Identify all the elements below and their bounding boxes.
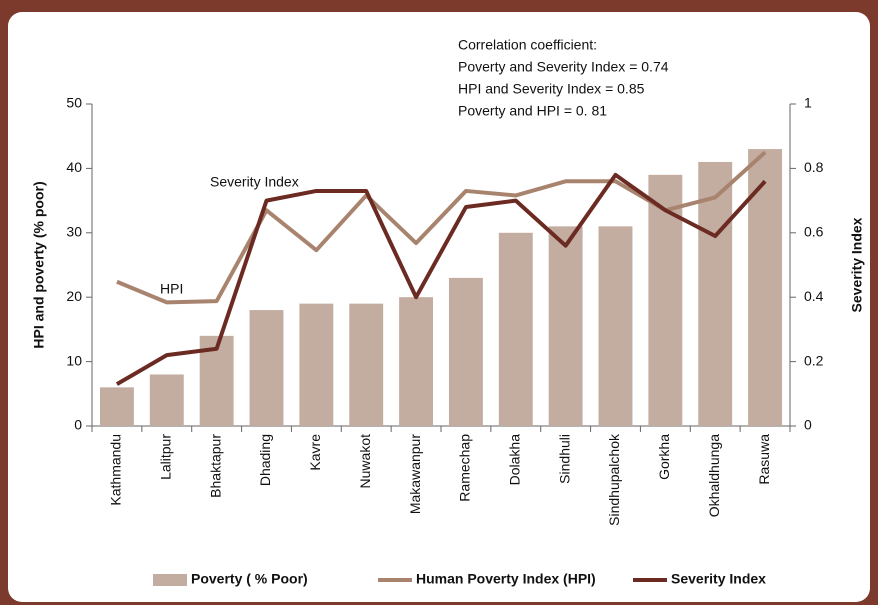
bar xyxy=(748,149,783,426)
bar xyxy=(448,277,483,426)
line xyxy=(115,172,767,386)
bar xyxy=(598,226,633,426)
bar xyxy=(548,226,583,426)
x-tick-label: Ramechap xyxy=(457,434,473,502)
y-axis-label: HPI and poverty (% poor) xyxy=(31,181,47,348)
x-tick-label: Sindhupalchok xyxy=(606,433,622,526)
y-tick-label: 40 xyxy=(66,159,82,175)
x-tick-label: Dhading xyxy=(257,434,273,486)
bar xyxy=(698,161,733,426)
y2-tick-label: 0 xyxy=(804,417,812,433)
bar xyxy=(648,174,683,426)
x-tick-label: Okhaldhunga xyxy=(706,434,722,518)
y-tick-label: 30 xyxy=(66,224,82,240)
x-tick-label: Kathmandu xyxy=(108,434,124,506)
x-tick-label: Gorkha xyxy=(656,434,672,480)
y2-tick-label: 0.2 xyxy=(804,352,824,368)
x-tick-label: Nuwakot xyxy=(357,434,373,489)
x-tick-label: Lalitpur xyxy=(157,434,173,480)
x-tick-label: Rasuwa xyxy=(756,434,772,485)
y2-axis-label: Severity Index xyxy=(849,217,865,312)
y-tick-label: 0 xyxy=(74,417,82,433)
y2-tick-label: 1 xyxy=(804,95,812,111)
bar xyxy=(149,374,184,426)
bar xyxy=(299,303,334,426)
note: Correlation coefficient: xyxy=(458,37,597,53)
x-tick-label: Kavre xyxy=(307,434,323,471)
bar xyxy=(349,303,384,426)
y-tick-label: 50 xyxy=(66,95,82,111)
y2-tick-label: 0.4 xyxy=(804,288,824,304)
y-tick-label: 10 xyxy=(66,352,82,368)
bar xyxy=(249,310,284,426)
legend-label: Poverty ( % Poor) xyxy=(191,571,308,587)
note: Poverty and HPI = 0. 81 xyxy=(458,103,607,119)
y2-tick-label: 0.8 xyxy=(804,159,824,175)
y-tick-label: 20 xyxy=(66,288,82,304)
legend-label: Severity Index xyxy=(671,571,766,587)
x-tick-label: Makawanpur xyxy=(407,434,423,514)
annotation: Severity Index xyxy=(210,174,299,190)
legend-label: Human Poverty Index (HPI) xyxy=(416,571,596,587)
bar xyxy=(99,387,134,426)
bar xyxy=(399,297,434,426)
y2-tick-label: 0.6 xyxy=(804,224,824,240)
x-tick-label: Dolakha xyxy=(506,434,522,486)
legend-swatch xyxy=(153,574,187,586)
note: Poverty and Severity Index = 0.74 xyxy=(458,59,669,75)
note: HPI and Severity Index = 0.85 xyxy=(458,81,645,97)
x-tick-label: Sindhuli xyxy=(556,434,572,484)
x-tick-label: Bhaktapur xyxy=(207,434,223,498)
panel xyxy=(8,12,870,602)
annotation: HPI xyxy=(160,281,183,297)
bar xyxy=(498,232,533,426)
